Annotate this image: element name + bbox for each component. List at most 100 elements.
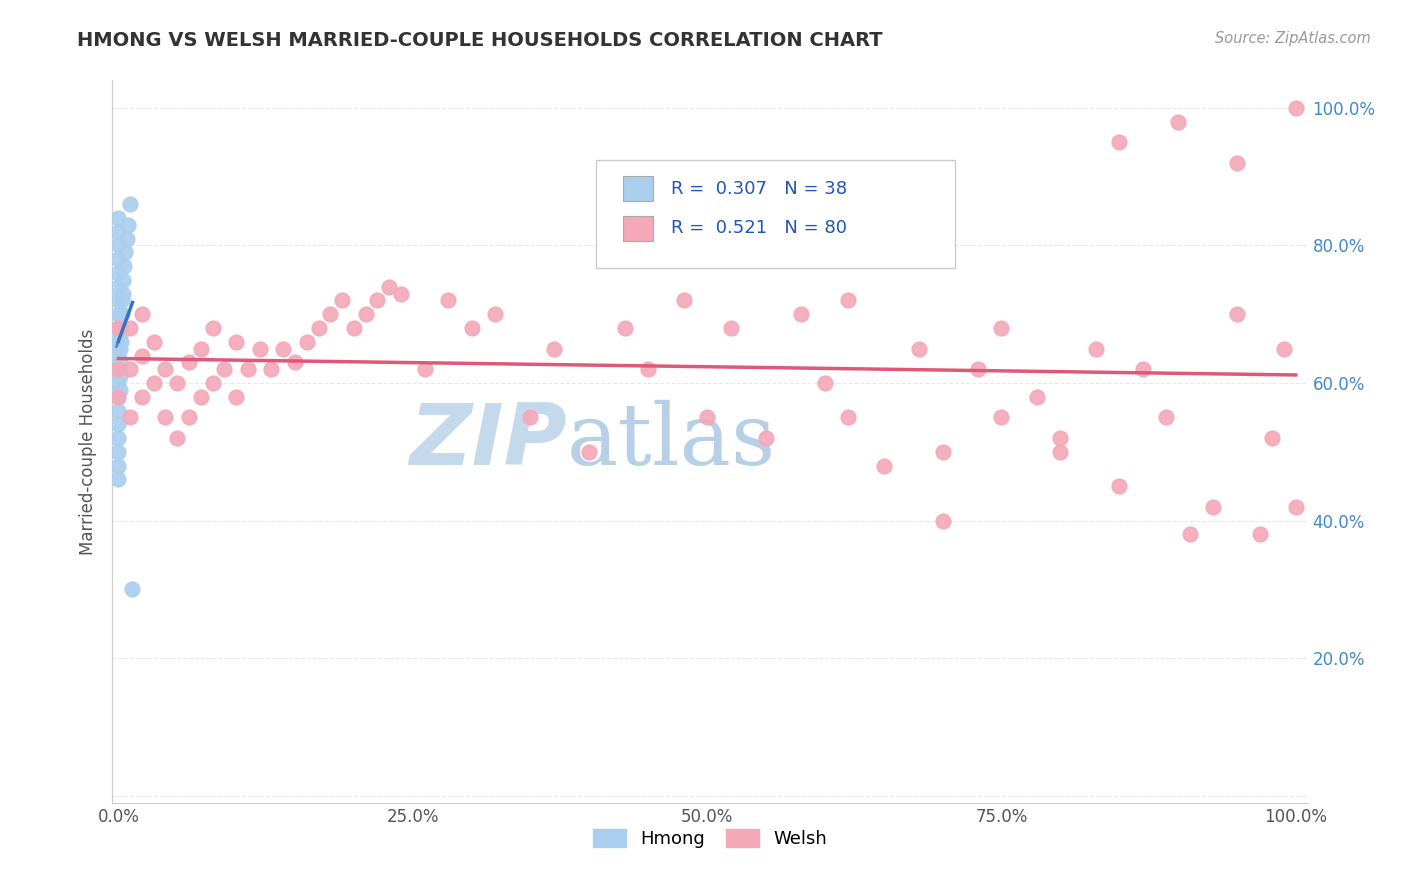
Point bbox=[107, 349, 129, 363]
Point bbox=[107, 334, 129, 349]
Point bbox=[166, 431, 188, 445]
Point bbox=[201, 321, 224, 335]
Point bbox=[271, 342, 294, 356]
Point bbox=[107, 458, 129, 473]
Point bbox=[1285, 500, 1308, 514]
Point bbox=[308, 321, 330, 335]
Point bbox=[214, 362, 236, 376]
Point bbox=[249, 342, 271, 356]
Point bbox=[1108, 135, 1130, 149]
Point bbox=[107, 417, 129, 432]
Point bbox=[873, 458, 896, 473]
Point bbox=[437, 293, 460, 308]
Point bbox=[613, 321, 636, 335]
Point bbox=[578, 445, 600, 459]
Point bbox=[837, 410, 859, 425]
Point bbox=[319, 307, 342, 321]
Point bbox=[112, 286, 135, 301]
Text: ZIP: ZIP bbox=[409, 400, 567, 483]
Point bbox=[107, 445, 129, 459]
Point bbox=[110, 321, 132, 335]
Point bbox=[120, 321, 142, 335]
Point bbox=[1108, 479, 1130, 493]
Point bbox=[354, 307, 377, 321]
Point bbox=[108, 369, 131, 384]
Point bbox=[107, 321, 129, 335]
Point bbox=[131, 307, 153, 321]
Text: HMONG VS WELSH MARRIED-COUPLE HOUSEHOLDS CORRELATION CHART: HMONG VS WELSH MARRIED-COUPLE HOUSEHOLDS… bbox=[77, 31, 883, 50]
Point bbox=[837, 293, 859, 308]
Point bbox=[720, 321, 742, 335]
Point bbox=[225, 334, 247, 349]
Point bbox=[120, 410, 142, 425]
Point bbox=[107, 403, 129, 417]
Point bbox=[142, 376, 165, 390]
Point bbox=[201, 376, 224, 390]
Point bbox=[155, 362, 177, 376]
Point bbox=[1084, 342, 1107, 356]
Point bbox=[115, 231, 138, 245]
Point bbox=[111, 307, 134, 321]
Point bbox=[284, 355, 307, 369]
Point bbox=[190, 390, 212, 404]
Point bbox=[931, 445, 953, 459]
Point bbox=[1049, 445, 1071, 459]
Point bbox=[112, 259, 135, 273]
Point bbox=[107, 376, 129, 390]
Point bbox=[131, 349, 153, 363]
Legend: Hmong, Welsh: Hmong, Welsh bbox=[586, 822, 834, 855]
Point bbox=[1272, 342, 1295, 356]
Point bbox=[108, 342, 131, 356]
Point bbox=[1025, 390, 1047, 404]
Point bbox=[990, 410, 1012, 425]
Point bbox=[190, 342, 212, 356]
Point bbox=[225, 390, 247, 404]
Point bbox=[112, 273, 135, 287]
Point bbox=[672, 293, 695, 308]
Point bbox=[120, 197, 142, 211]
Point bbox=[1226, 307, 1249, 321]
Point bbox=[1178, 527, 1201, 541]
Point bbox=[107, 307, 129, 321]
Point bbox=[108, 383, 131, 397]
Point bbox=[519, 410, 541, 425]
Point bbox=[107, 431, 129, 445]
Point bbox=[1049, 431, 1071, 445]
Point bbox=[155, 410, 177, 425]
Point bbox=[177, 410, 200, 425]
Point bbox=[107, 252, 129, 267]
Point bbox=[389, 286, 412, 301]
Point bbox=[107, 293, 129, 308]
Point bbox=[295, 334, 318, 349]
Point bbox=[378, 279, 401, 293]
Text: atlas: atlas bbox=[567, 400, 776, 483]
Point bbox=[990, 321, 1012, 335]
Point bbox=[343, 321, 366, 335]
Point bbox=[107, 390, 129, 404]
Point bbox=[1132, 362, 1154, 376]
Point bbox=[755, 431, 778, 445]
Point bbox=[931, 514, 953, 528]
Point bbox=[413, 362, 436, 376]
Y-axis label: Married-couple Households: Married-couple Households bbox=[79, 328, 97, 555]
Point bbox=[967, 362, 990, 376]
Point bbox=[107, 362, 129, 376]
Point bbox=[1202, 500, 1225, 514]
Point bbox=[117, 218, 139, 232]
FancyBboxPatch shape bbox=[596, 160, 955, 268]
Point bbox=[1226, 156, 1249, 170]
FancyBboxPatch shape bbox=[623, 216, 652, 241]
Point bbox=[260, 362, 283, 376]
Text: R =  0.307   N = 38: R = 0.307 N = 38 bbox=[671, 179, 846, 198]
Point bbox=[177, 355, 200, 369]
Point bbox=[108, 355, 131, 369]
Point bbox=[120, 362, 142, 376]
Point bbox=[108, 327, 131, 342]
Point bbox=[908, 342, 931, 356]
Point bbox=[1250, 527, 1272, 541]
Point bbox=[1261, 431, 1284, 445]
Point bbox=[330, 293, 353, 308]
Point bbox=[484, 307, 506, 321]
Point bbox=[107, 362, 129, 376]
Point bbox=[131, 390, 153, 404]
